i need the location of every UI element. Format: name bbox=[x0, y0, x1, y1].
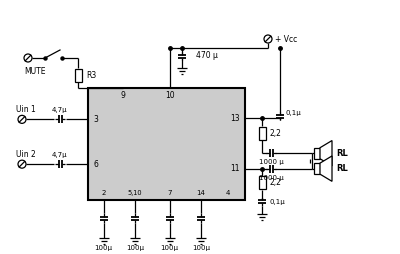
FancyBboxPatch shape bbox=[88, 88, 245, 200]
FancyBboxPatch shape bbox=[74, 69, 82, 82]
Text: + Vcc: + Vcc bbox=[275, 35, 297, 43]
Text: Uin 1: Uin 1 bbox=[16, 105, 36, 114]
Text: 7: 7 bbox=[167, 190, 172, 196]
Text: 100μ: 100μ bbox=[95, 245, 113, 251]
Text: 11: 11 bbox=[230, 164, 240, 173]
FancyBboxPatch shape bbox=[314, 163, 320, 174]
Text: MUTE: MUTE bbox=[24, 68, 46, 76]
Text: 2,2: 2,2 bbox=[269, 129, 281, 138]
Text: 1000 μ: 1000 μ bbox=[259, 159, 283, 165]
Polygon shape bbox=[320, 156, 332, 181]
Text: 9: 9 bbox=[120, 91, 125, 101]
Text: 3: 3 bbox=[94, 115, 98, 124]
Text: 4,7μ: 4,7μ bbox=[52, 107, 68, 113]
Text: 100μ: 100μ bbox=[126, 245, 144, 251]
Text: 100μ: 100μ bbox=[161, 245, 179, 251]
Text: Uin 2: Uin 2 bbox=[16, 150, 36, 159]
Text: 1000 μ: 1000 μ bbox=[259, 175, 283, 181]
FancyBboxPatch shape bbox=[258, 176, 266, 189]
Text: 4,7μ: 4,7μ bbox=[52, 152, 68, 158]
Text: R3: R3 bbox=[86, 71, 96, 80]
Text: RL: RL bbox=[336, 149, 348, 158]
Text: RL: RL bbox=[336, 164, 348, 173]
Text: 2,2: 2,2 bbox=[269, 178, 281, 187]
Text: 13: 13 bbox=[230, 114, 240, 123]
Text: 2: 2 bbox=[102, 190, 106, 196]
Text: 6: 6 bbox=[94, 160, 98, 169]
Text: 4: 4 bbox=[226, 190, 230, 196]
Text: 100μ: 100μ bbox=[192, 245, 210, 251]
Polygon shape bbox=[320, 140, 332, 166]
Text: 14: 14 bbox=[197, 190, 206, 196]
Text: 5,10: 5,10 bbox=[128, 190, 142, 196]
FancyBboxPatch shape bbox=[258, 127, 266, 140]
Text: 470 μ: 470 μ bbox=[196, 52, 218, 60]
Text: 0,1μ: 0,1μ bbox=[269, 199, 285, 205]
FancyBboxPatch shape bbox=[314, 148, 320, 159]
Text: 10: 10 bbox=[165, 91, 174, 101]
Text: 0,1μ: 0,1μ bbox=[286, 110, 302, 116]
